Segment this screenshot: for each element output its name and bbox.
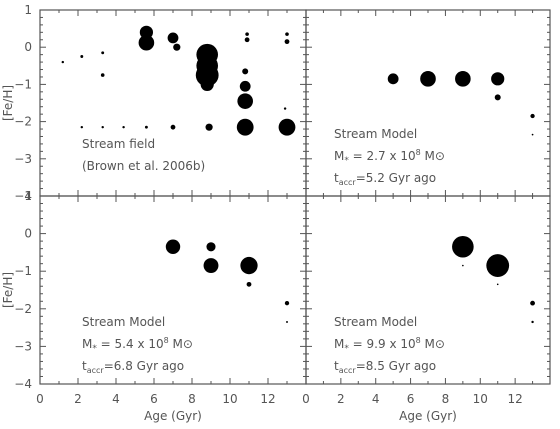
data-point (530, 300, 535, 306)
data-point (246, 281, 252, 287)
x-tick-label: 10 (222, 392, 237, 406)
panel-3-label-2: M* = 5.4 x 108 M⊙ (82, 336, 193, 354)
x-tick-label: 4 (372, 392, 380, 406)
y-tick-label: −1 (14, 77, 32, 91)
panel-2-label-2: M* = 2.7 x 108 M⊙ (334, 148, 445, 166)
data-point (144, 125, 148, 129)
data-point (205, 123, 213, 131)
data-point (80, 125, 84, 129)
panel-frame-4 (305, 195, 551, 385)
data-point (200, 77, 214, 91)
x-tick-label: 0 (302, 392, 310, 406)
x-tick-label: 0 (36, 392, 44, 406)
y-tick-label: −1 (14, 264, 32, 278)
data-point (284, 39, 290, 45)
y-tick-label: −3 (14, 152, 32, 166)
x-tick-label: 8 (442, 392, 450, 406)
data-point (494, 94, 501, 101)
data-point (80, 55, 84, 58)
data-point (195, 63, 219, 87)
x-tick-label: 12 (260, 392, 275, 406)
data-point (237, 93, 253, 109)
y-tick-label: 0 (24, 227, 32, 241)
x-axis-title-left: Age (Gyr) (144, 409, 202, 423)
data-point (278, 118, 296, 136)
data-point (61, 60, 64, 64)
y-tick-label: −2 (14, 302, 32, 316)
data-point (283, 107, 287, 110)
panel-1-label-1: Stream field (82, 137, 155, 151)
panel-4-label-1: Stream Model (334, 315, 417, 329)
x-tick-label: 2 (74, 392, 82, 406)
data-point (122, 125, 125, 129)
y-tick-label: −2 (14, 115, 32, 129)
x-tick-label: 10 (473, 392, 488, 406)
data-point (240, 256, 258, 275)
data-point (239, 80, 251, 92)
x-tick-label: 8 (188, 392, 196, 406)
data-point (284, 301, 290, 306)
data-point (165, 239, 181, 254)
data-point (462, 264, 464, 267)
y-tick-label: −4 (14, 189, 32, 203)
panel-1-label-2: (Brown et al. 2006b) (82, 159, 205, 173)
panel-3-label-1: Stream Model (82, 315, 165, 329)
data-point (530, 113, 535, 119)
data-point (167, 32, 179, 44)
data-point (244, 37, 250, 43)
x-tick-label: 12 (508, 392, 523, 406)
data-point (491, 72, 505, 86)
x-axis-title-right: Age (Gyr) (399, 409, 457, 423)
data-point (206, 242, 216, 252)
y-tick-label: 1 (24, 3, 32, 17)
panel-frame-2 (305, 9, 551, 197)
data-point (138, 34, 155, 51)
data-point (236, 118, 254, 136)
panel-4-label-2: M* = 9.9 x 108 M⊙ (334, 336, 445, 354)
panel-2-label-1: Stream Model (334, 127, 417, 141)
data-point (286, 321, 288, 323)
data-point (531, 133, 534, 136)
data-point (486, 254, 510, 277)
data-point (101, 51, 105, 55)
data-point (285, 32, 289, 36)
data-point (245, 32, 249, 36)
y-axis-title-top: [Fe/H] (1, 85, 15, 121)
data-point (173, 43, 181, 51)
y-tick-label: 1 (24, 189, 32, 203)
data-point (139, 25, 153, 39)
data-point (203, 258, 219, 273)
x-tick-label: 2 (337, 392, 345, 406)
data-point (387, 73, 399, 85)
y-tick-label: −3 (14, 339, 32, 353)
panel-2-label-3: taccr=5.2 Gyr ago (334, 171, 436, 187)
data-point (452, 235, 474, 258)
data-point (242, 68, 249, 75)
data-point (455, 71, 471, 87)
data-point (531, 320, 534, 324)
panel-frame-3 (39, 195, 307, 385)
x-tick-label: 6 (150, 392, 158, 406)
data-point (101, 125, 104, 129)
data-point (100, 73, 105, 77)
data-point (170, 124, 176, 130)
data-point (496, 283, 499, 286)
panel-4-label-3: taccr=8.5 Gyr ago (334, 359, 436, 375)
x-tick-label: 4 (112, 392, 120, 406)
data-point (420, 71, 436, 87)
panel-3-label-3: taccr=6.8 Gyr ago (82, 359, 184, 375)
y-tick-label: 0 (24, 40, 32, 54)
x-tick-label: 6 (407, 392, 415, 406)
y-tick-label: −4 (14, 377, 32, 391)
y-axis-title-bottom: [Fe/H] (1, 272, 15, 308)
